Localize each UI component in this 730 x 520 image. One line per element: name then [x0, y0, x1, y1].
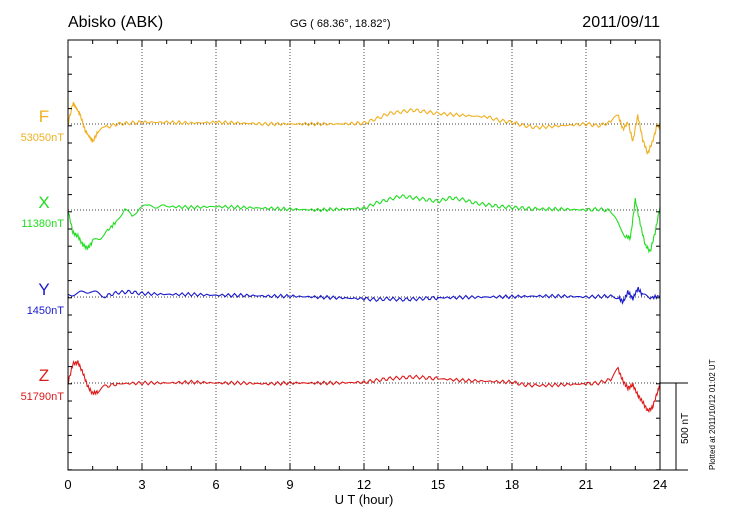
- x-tick-label: 6: [212, 477, 219, 492]
- x-tick-label: 21: [579, 477, 593, 492]
- series-baseline-Z: 51790nT: [21, 391, 65, 403]
- trace-F: [67, 101, 661, 155]
- series-baseline-F: 53050nT: [21, 132, 65, 144]
- series-traces: [67, 101, 661, 414]
- x-tick-label: 9: [286, 477, 293, 492]
- series-baseline-Y: 1450nT: [27, 305, 65, 317]
- x-tick-label: 0: [64, 477, 71, 492]
- x-tick-label: 24: [653, 477, 667, 492]
- trace-Z: [67, 360, 661, 414]
- date-label: 2011/09/11: [582, 14, 660, 31]
- grid-lines: [68, 40, 660, 470]
- series-name-Y: Y: [38, 280, 49, 299]
- trace-X: [67, 194, 661, 254]
- plot-frame: [67, 39, 661, 471]
- series-labels: F 53050nT X 11380nT Y 1450nT Z 51790nT: [21, 107, 65, 403]
- station-title: Abisko (ABK): [68, 14, 164, 31]
- geographic-coordinates: GG ( 68.36°, 18.82°): [290, 18, 391, 30]
- trace-Y: [67, 286, 661, 305]
- x-tick-label: 3: [138, 477, 145, 492]
- x-tick-label: 18: [505, 477, 519, 492]
- series-name-Z: Z: [39, 366, 49, 385]
- series-baseline-X: 11380nT: [21, 218, 64, 230]
- series-name-X: X: [38, 193, 49, 212]
- x-axis-label: U T (hour): [335, 492, 394, 507]
- x-tick-label: 15: [431, 477, 445, 492]
- x-axis-ticks: 0 3 6 9 12 15 18 21 24: [64, 40, 667, 492]
- x-tick-label: 12: [357, 477, 371, 492]
- series-name-F: F: [39, 107, 49, 126]
